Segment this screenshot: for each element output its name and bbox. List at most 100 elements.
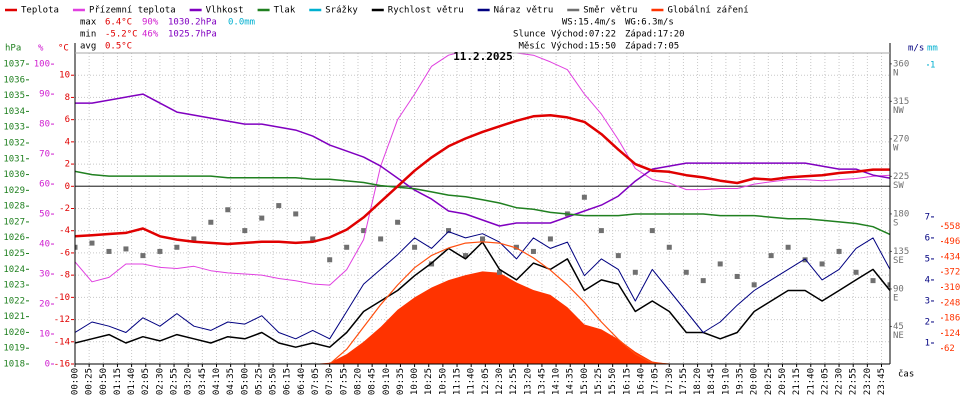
x-tick-label: 16:40 (636, 368, 646, 395)
direction-point (327, 257, 333, 263)
direction-point (547, 236, 553, 242)
x-tick-label: 05:00 (240, 368, 250, 395)
y-tick-label: 40 (39, 240, 50, 250)
legend-label: Náraz větru (494, 6, 554, 16)
axis-unit: °C (58, 44, 69, 54)
y-tick-label: 1020 (3, 328, 25, 338)
info-text: WG:6.3m/s (625, 18, 674, 28)
direction-point (191, 236, 197, 242)
y-tick-label: 310 (944, 283, 960, 293)
direction-point (106, 248, 112, 254)
y-tick-label: 10 (39, 330, 50, 340)
y-tick-label: 558 (944, 222, 960, 232)
info-text: Měsíc Východ:15:50 (518, 42, 616, 52)
stat-value: 1025.7hPa (168, 30, 217, 40)
x-tick-label: 23:20 (863, 368, 873, 395)
y-tick-label: 135 (893, 247, 909, 257)
y-tick-label: 124 (944, 329, 960, 339)
direction-point (140, 253, 146, 259)
y-tick-label: 1027 (3, 217, 25, 227)
x-axis-label: čas (898, 369, 914, 380)
y-tick-label: 1024 (3, 265, 25, 275)
y-tick-label: -8 (59, 271, 70, 281)
x-tick-label: 22:55 (849, 368, 859, 395)
stat-value: 0.0mm (228, 18, 255, 28)
x-tick-label: 16:15 (622, 368, 632, 395)
stat-value: 1030.2hPa (168, 18, 217, 28)
direction-point (344, 244, 350, 250)
direction-point (361, 228, 367, 234)
y-tick-label: 20 (39, 300, 50, 310)
x-tick-label: 07:55 (339, 368, 349, 395)
y-tick-label: -10 (54, 293, 70, 303)
y-tick-label: 8 (65, 93, 70, 103)
y-tick-label: 225 (893, 172, 909, 182)
legend-label: Teplota (21, 6, 59, 16)
y-tick-label: 7 (925, 212, 930, 222)
y-tick-label: 1021 (3, 312, 25, 322)
x-tick-label: 07:30 (325, 368, 335, 395)
y-tick-label: 360 (893, 59, 909, 69)
x-tick-label: 19:10 (721, 368, 731, 395)
axis-unit: m/s (908, 44, 924, 54)
y-tick-label: 1034 (3, 107, 25, 117)
chart-title: 11.2.2025 (453, 50, 513, 63)
legend-label: Vlhkost (206, 6, 244, 16)
y-tick-label: 496 (944, 237, 960, 247)
direction-name: NE (893, 331, 904, 341)
y-tick-label: 50 (39, 210, 50, 220)
info-text: Západ:17:20 (625, 30, 685, 40)
y-tick-label: 1018 (3, 360, 25, 370)
x-tick-label: 10:50 (438, 368, 448, 395)
direction-point (598, 228, 604, 234)
y-tick-label: 70 (39, 150, 50, 160)
y-tick-label: 30 (39, 270, 50, 280)
y-tick-label: 80 (39, 120, 50, 130)
y-tick-label: -4 (59, 226, 70, 236)
y-tick-label: 1033 (3, 123, 25, 133)
y-tick-label: 186 (944, 314, 960, 324)
direction-point (378, 236, 384, 242)
x-tick-label: 17:55 (679, 368, 689, 395)
y-tick-label: 90 (39, 90, 50, 100)
direction-point (310, 236, 316, 242)
y-tick-label: 2 (65, 160, 70, 170)
stat-value: 46% (142, 30, 159, 40)
x-tick-label: 17:30 (665, 368, 675, 395)
y-tick-label: 0 (45, 360, 50, 370)
x-tick-label: 17:05 (651, 368, 661, 395)
x-tick-label: 10:00 (410, 368, 420, 395)
x-tick-label: 06:40 (297, 368, 307, 395)
y-tick-label: 5 (925, 254, 930, 264)
direction-point (480, 236, 485, 242)
x-tick-label: 03:20 (184, 368, 194, 395)
direction-point (276, 203, 282, 209)
direction-name: SE (893, 256, 904, 266)
x-tick-label: 21:40 (806, 368, 816, 395)
direction-point (496, 269, 502, 275)
legend-label: Rychlost větru (388, 6, 464, 16)
direction-point (683, 269, 689, 275)
direction-name: NW (893, 106, 904, 116)
x-tick-label: 08:20 (353, 368, 363, 395)
y-tick-label: 1035 (3, 91, 25, 101)
info-text: Slunce Východ:07:22 (513, 30, 616, 40)
x-tick-label: 02:30 (155, 368, 165, 395)
x-tick-label: 12:30 (495, 368, 505, 395)
direction-point (123, 246, 129, 252)
stat-label: avg (80, 42, 96, 52)
x-tick-label: 07:05 (311, 368, 321, 395)
x-tick-label: 04:10 (212, 368, 222, 395)
stat-label: max (80, 18, 97, 28)
legend-label: Směr větru (583, 6, 637, 16)
y-tick-label: 1019 (3, 344, 25, 354)
y-tick-label: 1 (930, 60, 935, 70)
axes: 00:00 00:25 00:50 01:15 01:40 02:05 02:30 02:55… (3, 43, 960, 395)
direction-point (751, 282, 757, 288)
y-tick-label: 6 (65, 115, 70, 125)
y-tick-label: 62 (944, 344, 955, 354)
direction-point (615, 253, 621, 259)
direction-name: W (893, 143, 899, 153)
direction-point (157, 248, 163, 254)
